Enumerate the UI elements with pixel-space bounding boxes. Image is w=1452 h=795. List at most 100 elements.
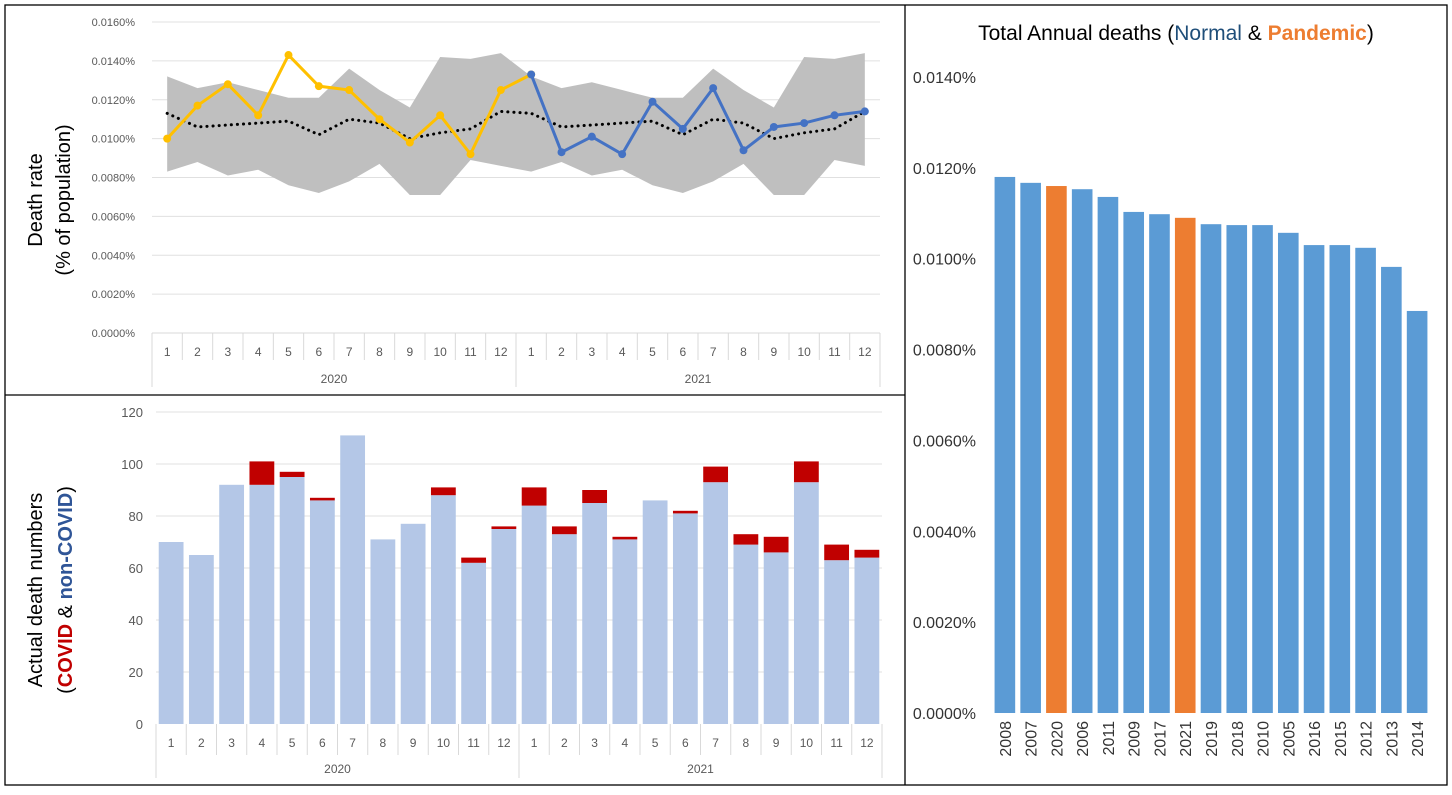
bar-covid xyxy=(582,490,608,503)
x-tick-label: 11 xyxy=(830,736,843,750)
x-tick-label: 12 xyxy=(858,345,872,359)
bar-covid xyxy=(763,536,789,553)
x-tick-label: 3 xyxy=(228,736,235,750)
title-part: ) xyxy=(1367,22,1374,45)
x-tick-label: 2 xyxy=(198,736,205,750)
subtitle-part: & xyxy=(55,599,77,623)
data-point xyxy=(405,138,414,147)
y-tick-label: 0.0060% xyxy=(913,433,976,450)
y-tick-label: 0 xyxy=(136,717,143,732)
bar-non-covid xyxy=(582,503,608,724)
bar-pandemic-year xyxy=(1046,186,1067,713)
data-point xyxy=(496,86,505,95)
y-tick-label: 0.0000% xyxy=(913,706,976,723)
bar-non-covid xyxy=(340,435,366,724)
x-tick-label: 2019 xyxy=(1204,721,1221,757)
x-tick-label: 9 xyxy=(770,345,777,359)
bar-non-covid xyxy=(824,560,850,724)
bar-normal-year xyxy=(1071,189,1093,714)
data-point xyxy=(345,86,354,95)
bar-normal-year xyxy=(1200,224,1222,713)
x-tick-label: 10 xyxy=(437,736,451,750)
y-tick-label: 120 xyxy=(121,405,143,420)
y-tick-label: 60 xyxy=(129,561,143,576)
x-tick-label: 2006 xyxy=(1075,721,1092,757)
data-point xyxy=(618,150,627,159)
bar-covid xyxy=(491,526,517,529)
x-tick-label: 11 xyxy=(464,345,477,359)
bar-normal-year xyxy=(1329,245,1351,714)
y-tick-label: 0.0080% xyxy=(913,343,976,360)
x-tick-label: 3 xyxy=(588,345,595,359)
line-2021 xyxy=(529,73,866,157)
x-tick-label: 8 xyxy=(380,736,387,750)
bar-normal-year xyxy=(1097,196,1119,714)
bar-non-covid xyxy=(612,539,638,724)
bar-covid xyxy=(672,510,698,514)
bar-non-covid xyxy=(793,482,819,724)
bar-non-covid xyxy=(551,534,577,724)
bar-normal-year xyxy=(1149,214,1170,714)
x-tick-label: 11 xyxy=(467,736,480,750)
x-tick-label: 11 xyxy=(828,345,841,359)
data-point xyxy=(557,148,566,157)
x-tick-label: 2015 xyxy=(1333,721,1350,757)
y-axis-title: Actual death numbers xyxy=(25,493,47,688)
y-tick-label: 20 xyxy=(129,665,143,680)
x-tick-label: 3 xyxy=(224,345,231,359)
subtitle-part: ) xyxy=(55,486,77,493)
bar-normal-year xyxy=(1020,182,1041,713)
bar-non-covid xyxy=(642,500,668,724)
y-tick-label: 0.0100% xyxy=(92,134,136,146)
bar-covid xyxy=(551,526,577,535)
y-tick-label: 0.0140% xyxy=(92,56,136,68)
x-tick-label: 2 xyxy=(194,345,201,359)
x-tick-label: 7 xyxy=(712,736,719,750)
average-line xyxy=(165,109,867,141)
y-axis-subtitle: (% of population) xyxy=(53,124,75,275)
data-point xyxy=(466,150,475,159)
subtitle-part: non-COVID xyxy=(55,493,77,600)
data-point xyxy=(830,111,839,120)
x-tick-label: 4 xyxy=(622,736,629,750)
data-point xyxy=(254,111,263,120)
x-tick-label: 12 xyxy=(860,736,874,750)
x-tick-label: 9 xyxy=(410,736,417,750)
y-tick-label: 40 xyxy=(129,613,143,628)
bar-non-covid xyxy=(370,539,396,724)
data-point xyxy=(527,70,536,79)
data-point xyxy=(587,132,596,141)
x-tick-label: 8 xyxy=(743,736,750,750)
y-tick-label: 0.0040% xyxy=(913,524,976,541)
y-axis-subtitle: (COVID & non-COVID) xyxy=(55,486,77,694)
year-label: 2021 xyxy=(687,762,714,776)
x-tick-label: 10 xyxy=(433,345,447,359)
bar-non-covid xyxy=(249,484,275,724)
x-tick-label: 1 xyxy=(168,736,175,750)
y-tick-label: 0.0160% xyxy=(92,17,136,29)
x-tick-label: 5 xyxy=(649,345,656,359)
y-tick-label: 0.0000% xyxy=(92,328,136,340)
data-point xyxy=(860,107,869,116)
bar-normal-year xyxy=(1381,266,1402,713)
y-tick-label: 0.0020% xyxy=(913,615,976,632)
bar-non-covid xyxy=(703,482,729,724)
y-tick-label: 100 xyxy=(121,457,143,472)
x-tick-label: 2007 xyxy=(1024,721,1041,757)
bar-non-covid xyxy=(672,513,698,724)
data-point xyxy=(314,82,323,91)
data-point xyxy=(284,51,293,60)
bar-normal-year xyxy=(1277,232,1299,713)
x-tick-label: 7 xyxy=(346,345,353,359)
x-tick-label: 2008 xyxy=(998,721,1015,757)
subtitle-part: COVID xyxy=(55,624,77,687)
bar-non-covid xyxy=(733,544,759,724)
x-tick-label: 1 xyxy=(531,736,538,750)
year-label: 2020 xyxy=(321,372,348,386)
data-point xyxy=(436,111,445,120)
data-point xyxy=(648,97,657,106)
data-point xyxy=(678,124,687,133)
x-tick-label: 5 xyxy=(285,345,292,359)
